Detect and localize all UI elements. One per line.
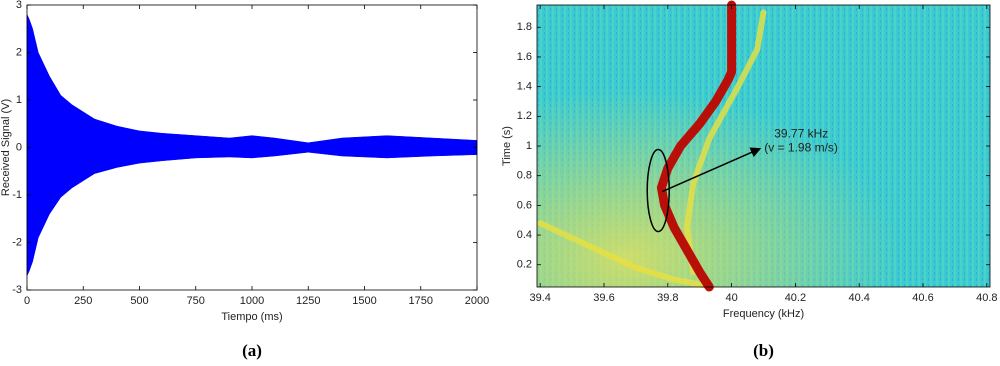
y-tick-label: 0.2: [517, 259, 532, 271]
y-tick-label: -2: [12, 236, 22, 248]
x-tick-label: 750: [187, 295, 205, 307]
x-tick-label: 0: [24, 295, 30, 307]
y-tick-label: 1.8: [517, 21, 532, 33]
y-tick-label: 1.4: [517, 81, 532, 93]
x-tick-label: 2000: [465, 295, 489, 307]
y-tick-label: 1.2: [517, 110, 532, 122]
ridge-line: [683, 9, 767, 276]
annotation-arrow: [661, 147, 762, 193]
panel-label: (b): [753, 341, 774, 360]
x-tick-label: 250: [74, 295, 92, 307]
y-tick-label: 0.4: [517, 229, 532, 241]
x-tick-label: 1000: [240, 295, 264, 307]
y-tick-label: 1: [16, 94, 22, 106]
spectrogram-warm-region: [537, 5, 990, 287]
y-tick-label: 0.6: [517, 199, 532, 211]
x-tick-label: 40.2: [785, 292, 806, 304]
y-tick-label: -3: [12, 284, 22, 296]
y-tick-label: 1: [526, 140, 532, 152]
x-tick-label: 1500: [352, 295, 376, 307]
y-axis-label: Time (s): [501, 126, 513, 166]
x-axis-label: Tiempo (ms): [221, 311, 282, 323]
x-tick-label: 500: [130, 295, 148, 307]
x-tick-label: 39.4: [529, 292, 550, 304]
y-tick-label: 0: [16, 141, 22, 153]
x-tick-label: 1250: [296, 295, 320, 307]
y-tick-label: 0.8: [517, 170, 532, 182]
y-tick-label: -1: [12, 189, 22, 201]
signal-envelope: [26, 147, 478, 276]
panel-label: (a): [242, 341, 262, 360]
annotation-ellipse: [646, 148, 670, 233]
x-tick-label: 40.4: [848, 292, 869, 304]
y-axis-label: Received Signal (V): [0, 99, 12, 196]
y-tick-label: 2: [16, 46, 22, 58]
y-tick-label: 3: [16, 0, 22, 11]
y-tick-label: 1.6: [517, 51, 532, 63]
x-tick-label: 40.8: [976, 292, 997, 304]
ridge-line: [537, 220, 710, 289]
x-tick-label: 40: [725, 292, 737, 304]
annotation-text: 39.77 kHz: [774, 127, 828, 141]
x-tick-label: 1750: [409, 295, 433, 307]
signal-envelope: [26, 14, 478, 148]
annotation-text: (v = 1.98 m/s): [764, 141, 838, 155]
x-axis-label: Frequency (kHz): [723, 308, 804, 320]
x-tick-label: 39.8: [657, 292, 678, 304]
x-tick-label: 39.6: [593, 292, 614, 304]
x-tick-label: 40.6: [912, 292, 933, 304]
